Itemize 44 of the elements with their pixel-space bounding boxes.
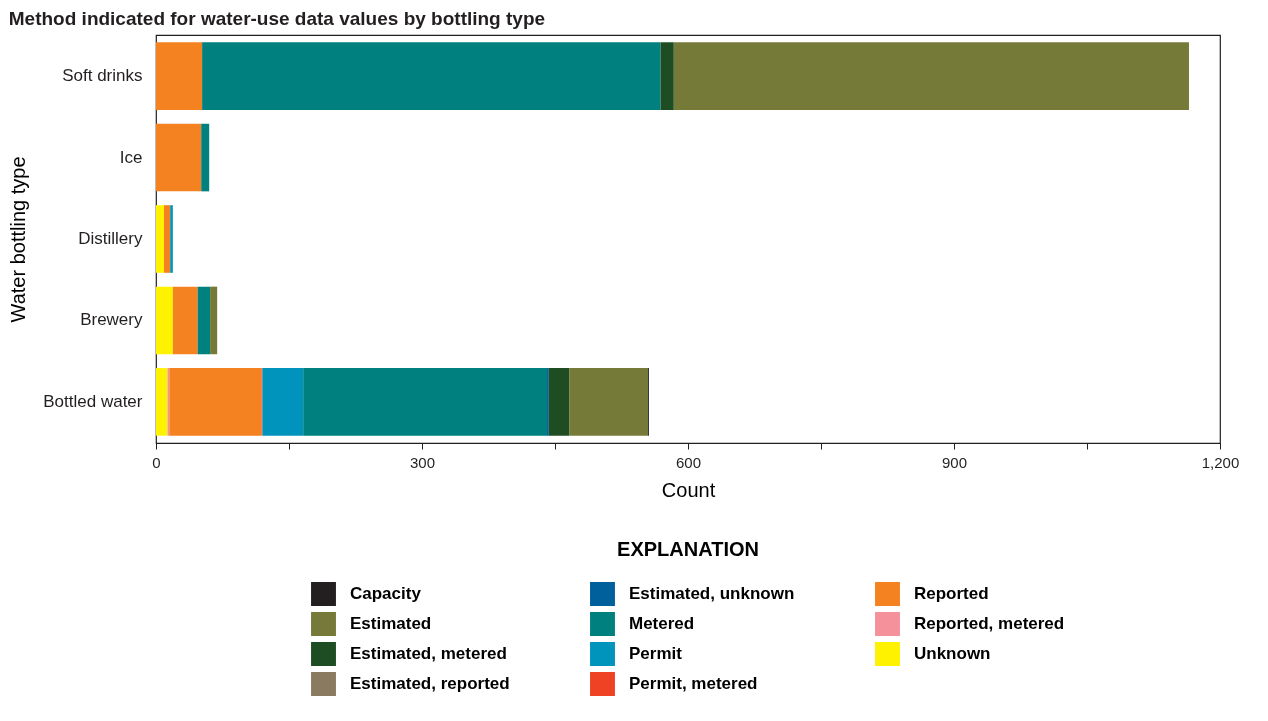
legend-label: Capacity [350,584,422,603]
bar [170,205,173,273]
y-tick-label: Brewery [80,310,143,330]
y-axis-title: Water bottling type [7,156,30,323]
bar [262,368,304,436]
x-tick-label: 600 [675,453,702,471]
bar [169,368,262,436]
legend-label: Permit, metered [629,674,758,693]
legend-label: Reported [914,584,989,603]
bar [202,42,661,110]
chart-title: Method indicated for water-use data values by bottling type [8,8,546,29]
bar [660,42,674,110]
legend-label: Estimated, unknown [629,584,795,603]
y-tick-label: Distillery [78,229,143,248]
bar [303,368,548,436]
legend-label: Estimated [350,614,432,633]
bar [673,42,1189,110]
legend-label: Permit [629,644,683,663]
y-tick-label: Bottled water [43,391,143,411]
bar [569,368,649,436]
legend-label: Estimated, reported [350,674,510,693]
bar [163,205,171,273]
bar [156,42,203,110]
bar [197,286,211,355]
x-tick-label: 1,200 [1201,453,1240,471]
legend-label: Unknown [914,644,991,663]
x-tick-label: 300 [409,453,436,471]
legend-title: EXPLANATION [617,538,759,560]
x-axis-title: Count [661,478,716,501]
bar [201,123,210,192]
bar [156,205,164,273]
bar [156,368,168,436]
y-tick-label: Ice [119,147,143,167]
bar [210,286,218,355]
legend-label: Metered [629,614,695,633]
bar [172,286,198,355]
legend-label: Estimated, metered [350,644,507,663]
x-tick-label: 0 [152,453,161,471]
legend-label: Reported, metered [914,614,1065,633]
bar [156,123,202,192]
bar [156,286,173,355]
bar [548,368,570,436]
y-tick-label: Soft drinks [62,66,143,86]
x-tick-label: 900 [941,453,968,471]
